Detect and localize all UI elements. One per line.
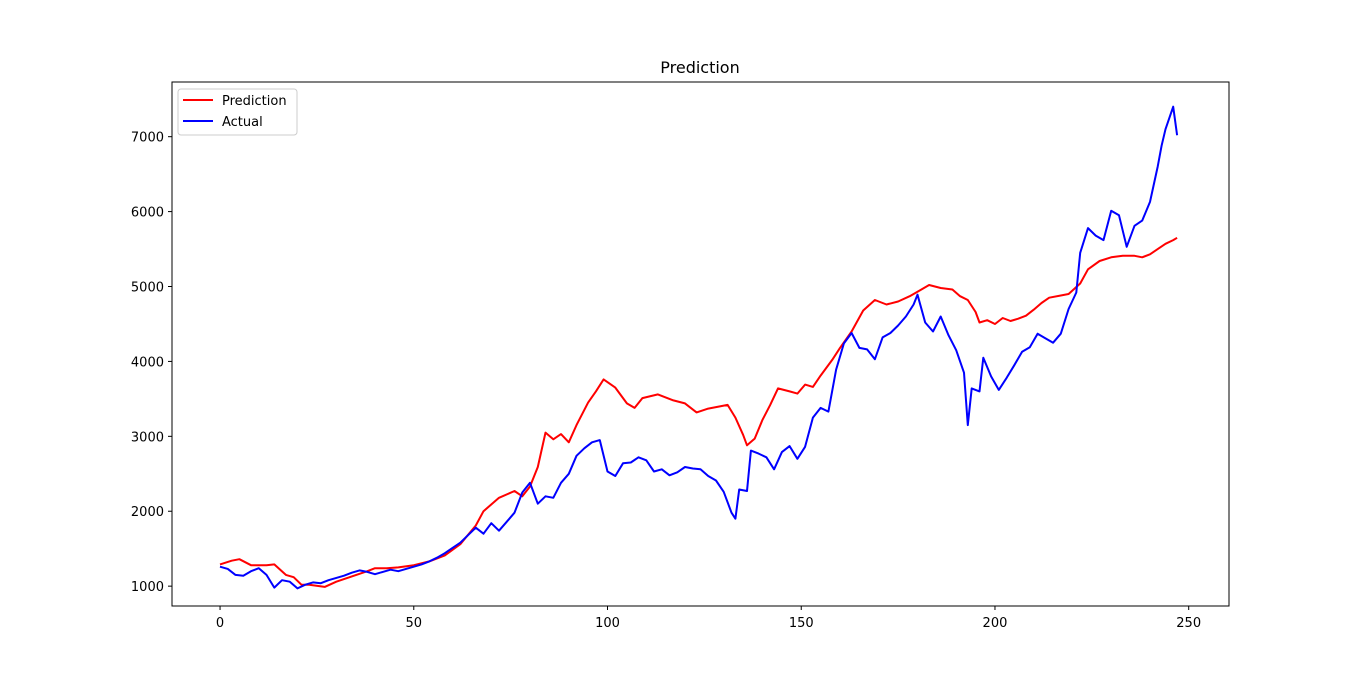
x-tick-label: 200 [983, 616, 1008, 631]
legend: Prediction Actual [177, 88, 298, 136]
series-line-actual [219, 105, 1179, 590]
y-tick-label: 2000 [131, 505, 164, 520]
plot-area-frame [171, 81, 1230, 607]
x-tick-label: 0 [216, 616, 224, 631]
x-tick-label: 50 [406, 616, 423, 631]
x-tick-label: 150 [789, 616, 814, 631]
axis-ticks: 0 50 100 150 200 250 1000 2000 3000 4000 5000 6000 7… [131, 131, 1201, 631]
x-tick-label: 100 [595, 616, 620, 631]
legend-label-actual: Actual [222, 115, 263, 130]
series-line-prediction [219, 236, 1178, 588]
y-tick-label: 7000 [131, 131, 164, 146]
y-tick-label: 5000 [131, 281, 164, 296]
x-tick-label: 250 [1176, 616, 1201, 631]
legend-label-prediction: Prediction [222, 94, 287, 109]
data-lines [219, 105, 1179, 590]
y-tick-label: 4000 [131, 355, 164, 370]
y-tick-label: 1000 [131, 580, 164, 595]
y-tick-label: 6000 [131, 206, 164, 221]
y-tick-label: 3000 [131, 430, 164, 445]
chart-title: Prediction [660, 58, 739, 77]
